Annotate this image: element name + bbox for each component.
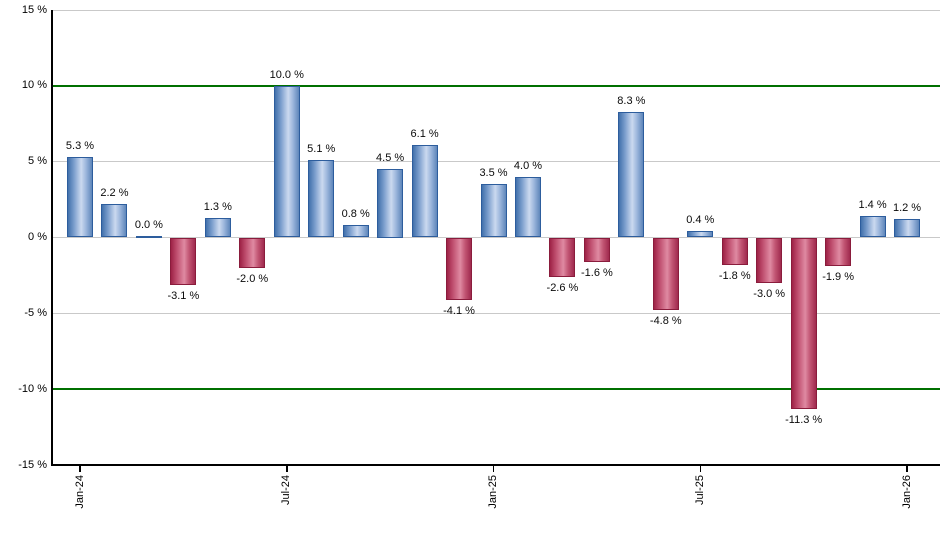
- x-axis-tick: [699, 464, 702, 472]
- bar-value-label: -1.6 %: [580, 266, 613, 279]
- bar-value-label: 1.4 %: [858, 199, 887, 212]
- bar-value-label: -1.8 %: [718, 269, 751, 282]
- bar-value-label: 2.2 %: [100, 187, 129, 200]
- negative-return-bar: [825, 237, 852, 267]
- gridline: [53, 161, 940, 163]
- positive-return-bar: [101, 204, 128, 238]
- bar-value-label: 0.4 %: [686, 214, 715, 227]
- bar-value-label: 5.3 %: [65, 140, 95, 153]
- bar-value-label: -2.6 %: [546, 281, 579, 294]
- negative-return-bar: [583, 237, 610, 262]
- positive-return-bar: [480, 184, 507, 238]
- bar-value-label: 1.2 %: [892, 202, 922, 215]
- threshold-gridline: [53, 388, 940, 390]
- bar-value-label: 5.1 %: [307, 143, 336, 156]
- bar-value-label: 4.5 %: [376, 152, 405, 165]
- positive-return-bar: [204, 217, 231, 238]
- gridline: [53, 237, 940, 238]
- positive-return-bar: [687, 231, 714, 238]
- bar-value-label: -3.0 %: [753, 288, 786, 300]
- y-axis-tick-label: 0 %: [28, 231, 47, 243]
- x-axis-tick: [906, 464, 908, 472]
- positive-return-bar: [342, 225, 369, 238]
- bar-value-label: 3.5 %: [479, 167, 508, 180]
- bar-value-label: 8.3 %: [617, 94, 646, 107]
- x-axis-tick-label: Jan-24: [73, 475, 86, 509]
- y-axis-tick-label: 10 %: [21, 79, 47, 92]
- bar-value-label: -3.1 %: [167, 289, 200, 302]
- y-axis-tick-label: 5 %: [28, 155, 47, 168]
- positive-return-bar: [411, 144, 438, 238]
- negative-return-bar: [239, 237, 266, 268]
- negative-return-bar: [756, 237, 783, 283]
- y-axis-tick-label: -15 %: [18, 458, 47, 471]
- y-axis-line: [51, 10, 53, 466]
- negative-return-bar: [721, 237, 748, 265]
- negative-return-bar: [790, 237, 817, 409]
- bar-value-label: 6.1 %: [410, 127, 439, 140]
- positive-return-bar: [273, 85, 300, 238]
- bar-value-label: 0.0 %: [134, 218, 163, 231]
- positive-return-bar: [308, 160, 335, 238]
- x-axis-tick: [79, 464, 81, 472]
- x-axis-tick-label: Jan-26: [900, 475, 913, 509]
- positive-return-bar: [67, 157, 93, 238]
- bar-value-label: -1.9 %: [822, 271, 854, 284]
- bar-value-label: -11.3 %: [785, 413, 823, 426]
- bar-value-label: 1.3 %: [203, 200, 232, 213]
- positive-return-bar: [135, 235, 162, 238]
- x-axis-tick: [286, 464, 288, 472]
- gridline: [53, 312, 940, 314]
- positive-return-bar: [618, 111, 645, 238]
- y-axis-tick-label: -10 %: [18, 382, 47, 395]
- y-axis-tick-label: 15 %: [21, 3, 47, 16]
- gridline: [53, 9, 940, 11]
- negative-return-bar: [446, 237, 473, 300]
- x-axis-tick-label: Jul-24: [280, 475, 293, 505]
- bar-value-label: 0.8 %: [341, 208, 370, 221]
- positive-return-bar: [859, 216, 886, 238]
- threshold-gridline: [53, 85, 940, 87]
- negative-return-bar: [652, 237, 679, 311]
- bar-value-label: 10.0 %: [269, 68, 304, 81]
- x-axis-line: [51, 464, 940, 466]
- positive-return-bar: [514, 176, 541, 238]
- positive-return-bar: [894, 219, 921, 238]
- y-axis-tick-label: -5 %: [24, 306, 47, 319]
- bar-value-label: -4.1 %: [443, 304, 475, 317]
- negative-return-bar: [549, 237, 576, 277]
- x-axis-tick: [492, 464, 495, 472]
- positive-return-bar: [377, 169, 404, 238]
- bar-value-label: -4.8 %: [649, 315, 682, 328]
- negative-return-bar: [170, 237, 197, 285]
- bar-value-label: 4.0 %: [513, 159, 543, 172]
- bar-value-label: -2.0 %: [236, 272, 269, 285]
- x-axis-tick-label: Jul-25: [693, 475, 706, 505]
- x-axis-tick-label: Jan-25: [487, 475, 500, 509]
